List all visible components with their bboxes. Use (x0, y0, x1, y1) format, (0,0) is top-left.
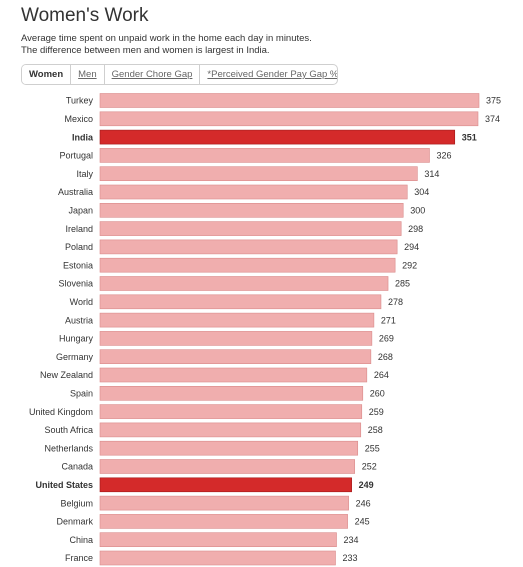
category-label-india: India (72, 132, 94, 142)
category-label-canada: Canada (61, 462, 93, 472)
value-label-belgium: 246 (356, 498, 371, 508)
value-label-united-states: 249 (359, 480, 374, 490)
bar-south-africa[interactable] (99, 422, 362, 438)
value-label-portugal: 326 (436, 151, 451, 161)
value-label-germany: 268 (378, 352, 393, 362)
bar-mexico[interactable] (99, 111, 479, 127)
value-label-france: 233 (342, 553, 357, 563)
value-label-canada: 252 (362, 462, 377, 472)
bar-slovenia[interactable] (99, 276, 389, 291)
category-label-japan: Japan (68, 206, 93, 216)
bar-world[interactable] (99, 294, 382, 310)
bar-france[interactable] (99, 550, 336, 566)
value-label-slovenia: 285 (395, 279, 410, 289)
subtitle-line-1: Average time spent on unpaid work in the… (21, 33, 312, 44)
bar-united-states[interactable] (99, 477, 352, 493)
bar-china[interactable] (99, 532, 337, 548)
category-label-slovenia: Slovenia (58, 279, 93, 289)
tab-bar: Women Men Gender Chore Gap *Perceived Ge… (21, 64, 338, 85)
category-label-united-states: United States (35, 480, 93, 490)
category-label-estonia: Estonia (63, 260, 93, 270)
category-label-denmark: Denmark (56, 517, 93, 527)
category-label-new-zealand: New Zealand (40, 370, 93, 380)
value-label-italy: 314 (424, 169, 439, 179)
value-label-south-africa: 258 (368, 425, 383, 435)
value-label-world: 278 (388, 297, 403, 307)
value-label-estonia: 292 (402, 260, 417, 270)
bar-new-zealand[interactable] (99, 367, 368, 383)
category-label-turkey: Turkey (66, 96, 94, 106)
category-label-spain: Spain (70, 389, 93, 399)
tab-gender-chore-gap[interactable]: Gender Chore Gap (105, 65, 201, 84)
bar-india[interactable] (99, 129, 456, 145)
bar-ireland[interactable] (99, 221, 402, 236)
bar-canada[interactable] (99, 459, 355, 474)
tab-women[interactable]: Women (22, 65, 72, 84)
value-label-japan: 300 (410, 206, 425, 216)
value-label-australia: 304 (414, 187, 429, 197)
bar-estonia[interactable] (99, 257, 396, 273)
value-label-poland: 294 (404, 242, 419, 252)
value-label-ireland: 298 (408, 224, 423, 234)
value-label-china: 234 (343, 535, 358, 545)
subtitle-line-2: The difference between men and women is … (21, 45, 270, 56)
bar-denmark[interactable] (99, 514, 348, 529)
category-label-belgium: Belgium (60, 498, 93, 508)
category-label-france: France (65, 553, 93, 563)
value-label-hungary: 269 (379, 334, 394, 344)
bar-hungary[interactable] (99, 331, 373, 346)
bar-germany[interactable] (99, 349, 372, 365)
category-label-mexico: Mexico (64, 114, 93, 124)
category-label-united-kingdom: United Kingdom (29, 407, 93, 417)
category-label-portugal: Portugal (59, 151, 93, 161)
value-label-united-kingdom: 259 (369, 407, 384, 417)
value-label-mexico: 374 (485, 114, 500, 124)
category-label-china: China (69, 535, 93, 545)
bar-italy[interactable] (99, 166, 418, 181)
value-label-india: 351 (462, 132, 477, 142)
tab-men[interactable]: Men (71, 65, 105, 84)
bar-united-kingdom[interactable] (99, 404, 363, 419)
category-label-italy: Italy (76, 169, 93, 179)
chart-subtitle: Average time spent on unpaid work in the… (21, 33, 312, 57)
value-label-netherlands: 255 (365, 443, 380, 453)
bar-belgium[interactable] (99, 495, 349, 511)
category-label-ireland: Ireland (65, 224, 93, 234)
value-label-new-zealand: 264 (374, 370, 389, 380)
bar-turkey[interactable] (99, 93, 480, 108)
tab-perceived-gender-pay-gap[interactable]: *Perceived Gender Pay Gap % (207, 69, 338, 80)
value-label-turkey: 375 (486, 96, 501, 106)
bar-japan[interactable] (99, 203, 404, 218)
category-label-south-africa: South Africa (44, 425, 93, 435)
chart-title: Women's Work (21, 5, 149, 26)
value-label-spain: 260 (370, 389, 385, 399)
category-label-germany: Germany (56, 352, 94, 362)
value-label-austria: 271 (381, 315, 396, 325)
bar-netherlands[interactable] (99, 440, 359, 456)
category-label-world: World (70, 297, 93, 307)
value-label-denmark: 245 (355, 517, 370, 527)
category-label-australia: Australia (58, 187, 93, 197)
bar-australia[interactable] (99, 184, 408, 200)
bar-austria[interactable] (99, 312, 375, 328)
bar-poland[interactable] (99, 239, 398, 255)
category-label-austria: Austria (65, 315, 93, 325)
bar-portugal[interactable] (99, 148, 430, 163)
bar-spain[interactable] (99, 385, 364, 401)
category-label-hungary: Hungary (59, 334, 94, 344)
category-label-netherlands: Netherlands (44, 443, 93, 453)
category-label-poland: Poland (65, 242, 93, 252)
